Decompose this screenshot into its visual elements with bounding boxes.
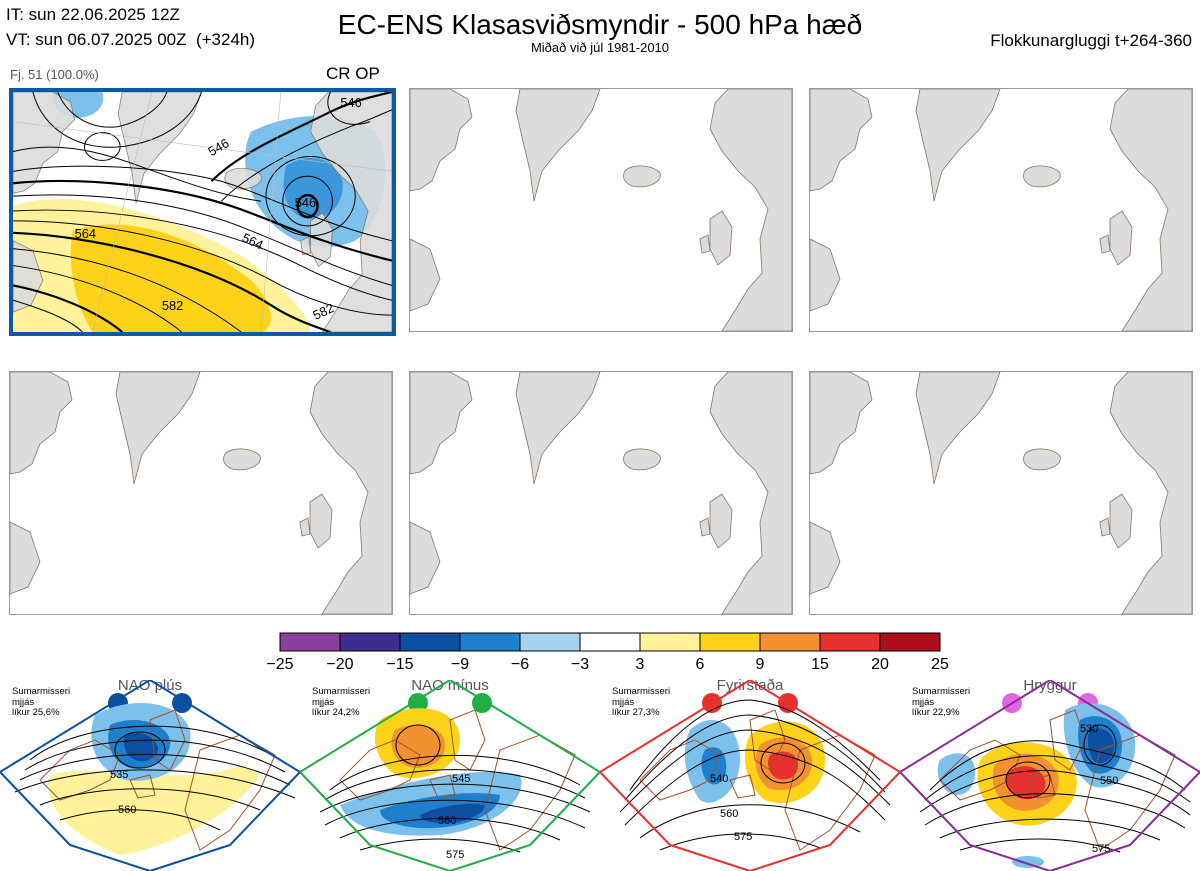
colorbar-tick-label: 3 [635,656,645,673]
colorbar-tick-label: −15 [386,656,414,673]
regime-probability: líkur 27,3% [612,707,660,718]
regime-map: 545 560 575 [300,680,600,871]
cluster-map-4[interactable] [9,371,393,615]
panel-member-count: Fj. 51 (100.0%) [10,67,99,82]
regime-info: Sumarmisseri mjjás líkur 24,2% [312,686,371,719]
colorbar-swatch [399,632,461,652]
regime-probability: líkur 24,2% [312,707,360,718]
colorbar-tick-label: −25 [266,656,294,673]
regime-months: mjjás [312,696,335,708]
regime-blocking[interactable]: Fyrirstaða Sumarmisseri mjjás líkur 27,3… [600,677,900,871]
regime-season: Sumarmisseri [312,686,371,697]
cluster-map-2[interactable] [409,88,793,332]
cluster-map-5[interactable] [409,371,793,615]
colorbar-swatch [759,632,821,652]
colorbar-swatch [579,632,641,652]
regime-title: Hryggur [1023,677,1077,694]
cluster-map-3[interactable] [809,88,1193,332]
regime-marker-icon [472,693,492,713]
contour-label: 545 [452,773,470,785]
contour-label: 546 [295,195,316,210]
colorbar-swatch [879,632,941,652]
regime-info: Sumarmisseri mjjás líkur 22,9% [912,686,971,719]
contour-label: 575 [446,849,464,861]
colorbar-swatch [459,632,521,652]
contour-label: 560 [720,808,738,820]
colorbar-tick-label: 20 [871,656,889,673]
regime-info: Sumarmisseri mjjás líkur 25,6% [12,686,71,719]
regime-nao-minus[interactable]: NAO mínus Sumarmisseri mjjás líkur 24,2%… [300,677,600,871]
contour-label: 575 [734,831,752,843]
colorbar-tick-label: −6 [510,656,530,673]
regime-info: Sumarmisseri mjjás líkur 27,3% [612,686,671,719]
regime-map: 530 550 575 [900,680,1200,871]
valid-time: VT: sun 06.07.2025 00Z (+324h) [6,30,256,49]
regime-months: mjjás [912,696,935,708]
regime-months: mjjás [612,696,635,708]
page-title: EC-ENS Klasasviðsmyndir - 500 hPa hæð [337,9,863,40]
colorbar-tick-label: −9 [450,656,470,673]
cluster-map-1[interactable]: 564 564 582 582 546 546 546 [9,88,396,336]
contour-label: 560 [118,804,136,816]
contour-label: 575 [1092,843,1110,855]
contour-label: 582 [162,298,183,313]
contour-label: 530 [1080,723,1098,735]
contour-label: 560 [438,815,456,827]
classification-window: Flokkunargluggi t+264-360 [990,31,1192,50]
colorbar-tick-label: −3 [570,656,590,673]
contour-label: 540 [710,773,728,785]
colorbar-tick-label: −20 [326,656,354,673]
colorbar-tick-label: 15 [811,656,829,673]
regime-marker-icon [172,693,192,713]
colorbar [279,632,941,652]
colorbar-swatch [819,632,881,652]
regime-season: Sumarmisseri [612,686,671,697]
regime-months: mjjás [12,696,35,708]
colorbar-swatch [639,632,701,652]
colorbar-swatch [279,632,341,652]
regime-season: Sumarmisseri [912,686,971,697]
regime-probability: líkur 22,9% [912,707,960,718]
regime-probability: líkur 25,6% [12,707,60,718]
regime-ridge[interactable]: Hryggur Sumarmisseri mjjás líkur 22,9% 5… [900,677,1200,871]
colorbar-tick-label: 6 [695,656,705,673]
init-time: IT: sun 22.06.2025 12Z [6,5,180,24]
colorbar-swatch [519,632,581,652]
page-subtitle: Miðað við júl 1981-2010 [530,40,670,55]
colorbar-tick-label: 9 [755,656,765,673]
contour-label: 564 [75,226,96,241]
colorbar-tick-label: 25 [931,656,949,673]
regime-title: NAO mínus [411,677,489,694]
regime-map: 540 560 575 [600,680,900,871]
regime-nao-plus[interactable]: NAO plús Sumarmisseri mjjás líkur 25,6% … [0,677,300,871]
contour-label: 546 [340,95,361,110]
colorbar-swatch [699,632,761,652]
cluster-map-6[interactable] [809,371,1193,615]
contour-label: 535 [110,769,128,781]
regime-season: Sumarmisseri [12,686,71,697]
regime-marker-icon [408,693,428,713]
contour-label: 550 [1100,775,1118,787]
regime-map: 535 560 [0,680,300,871]
colorbar-swatch [339,632,401,652]
panel-label: CR OP [326,64,380,83]
